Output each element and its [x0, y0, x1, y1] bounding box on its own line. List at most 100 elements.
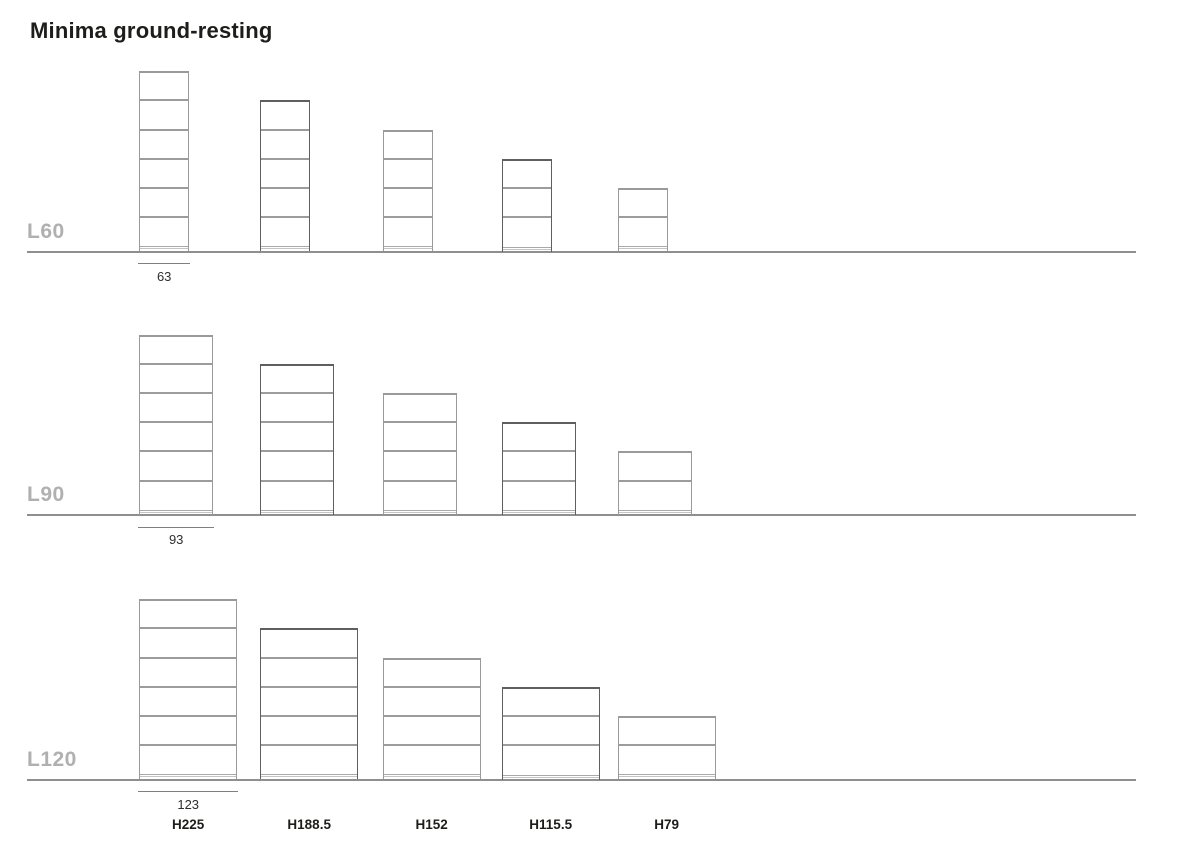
column-height-label: H188.5 [287, 817, 331, 832]
shelf-line [383, 479, 456, 482]
shelf-line [383, 714, 480, 717]
unit-top-edge [139, 599, 238, 602]
plinth-line-lower [383, 511, 456, 513]
unit-right-edge [550, 158, 552, 252]
plinth-line-lower [261, 776, 358, 778]
unit-top-edge [139, 334, 214, 337]
plinth-line-lower [140, 511, 213, 513]
shelf-line [618, 744, 715, 747]
plinth-line [502, 246, 551, 248]
shelf-unit [501, 422, 576, 515]
unit-right-edge [188, 71, 190, 252]
shelf-line [140, 479, 213, 482]
shelf-line [261, 186, 310, 189]
plinth-line-lower [140, 248, 189, 250]
shelf-line [502, 714, 599, 717]
plinth-line [383, 509, 456, 511]
dimension-label: 63 [156, 268, 172, 284]
dimension-label: 93 [168, 532, 184, 547]
shelf-line [383, 744, 480, 747]
unit-right-edge [690, 451, 692, 515]
shelf-line [261, 479, 334, 482]
shelf-line [140, 157, 189, 160]
plinth-line [261, 509, 334, 511]
shelf-line [261, 744, 358, 747]
column-height-label: H115.5 [529, 817, 573, 832]
shelf-line [140, 362, 213, 365]
unit-top-edge [139, 71, 190, 74]
unit-top-edge [382, 393, 457, 396]
shelf-line [140, 392, 213, 395]
plinth-line [140, 246, 189, 248]
plinth-line-lower [140, 776, 237, 778]
shelf-line [618, 479, 691, 482]
shelf-unit [139, 334, 214, 515]
shelf-line [140, 216, 189, 219]
row-label: L120 [27, 747, 77, 771]
ground-line [27, 514, 1136, 516]
shelf-line [261, 656, 358, 659]
shelf-line [502, 479, 575, 482]
shelf-line [383, 186, 432, 189]
shelf-line [261, 714, 358, 717]
shelf-unit [501, 686, 600, 780]
shelf-line [140, 744, 237, 747]
shelf-line [618, 216, 667, 219]
unit-top-edge [501, 422, 576, 425]
unit-top-edge [617, 451, 692, 454]
plinth-line [618, 774, 715, 776]
plinth-line [618, 246, 667, 248]
shelf-line [261, 421, 334, 424]
shelf-unit [260, 628, 359, 780]
shelf-line [261, 392, 334, 395]
plinth-line [502, 774, 599, 776]
shelf-line [502, 744, 599, 747]
shelf-line [140, 714, 237, 717]
unit-right-edge [714, 715, 716, 780]
shelf-unit [139, 71, 190, 252]
plinth-line [261, 774, 358, 776]
plinth-line-lower [618, 248, 667, 250]
unit-left-edge [382, 393, 384, 515]
dimension-line [138, 791, 239, 792]
shelf-line [383, 157, 432, 160]
dimension-label: 123 [177, 796, 200, 812]
unit-right-edge [236, 599, 238, 780]
plinth-line [140, 774, 237, 776]
shelf-line [140, 186, 189, 189]
unit-right-edge [574, 422, 576, 515]
unit-right-edge [357, 628, 359, 780]
unit-left-edge [139, 334, 140, 515]
shelf-unit [617, 715, 716, 780]
unit-left-edge [382, 129, 384, 252]
shelf-unit [139, 599, 238, 780]
plinth-line [383, 246, 432, 248]
unit-left-edge [139, 71, 140, 252]
shelf-line [261, 450, 334, 453]
shelf-unit [382, 657, 481, 780]
ground-line [27, 778, 1136, 781]
shelf-line [140, 99, 189, 102]
plinth-line-lower [618, 776, 715, 778]
unit-left-edge [139, 599, 140, 780]
plinth-line-lower [502, 776, 599, 778]
column-height-label: H225 [172, 817, 205, 832]
shelf-unit [617, 451, 692, 515]
dimension-line [138, 263, 191, 264]
unit-left-edge [501, 158, 503, 252]
column-height-label: H79 [654, 817, 680, 832]
unit-right-edge [333, 363, 335, 515]
unit-top-edge [260, 363, 335, 366]
plinth-line-lower [383, 248, 432, 250]
shelf-line [140, 627, 237, 630]
shelf-line [383, 685, 480, 688]
unit-right-edge [309, 100, 311, 252]
shelf-line [140, 656, 237, 659]
unit-left-edge [501, 422, 503, 515]
shelf-line [502, 216, 551, 219]
unit-top-edge [260, 628, 359, 631]
dimension-line [138, 526, 215, 528]
unit-left-edge [617, 451, 619, 515]
plinth-line [383, 774, 480, 776]
